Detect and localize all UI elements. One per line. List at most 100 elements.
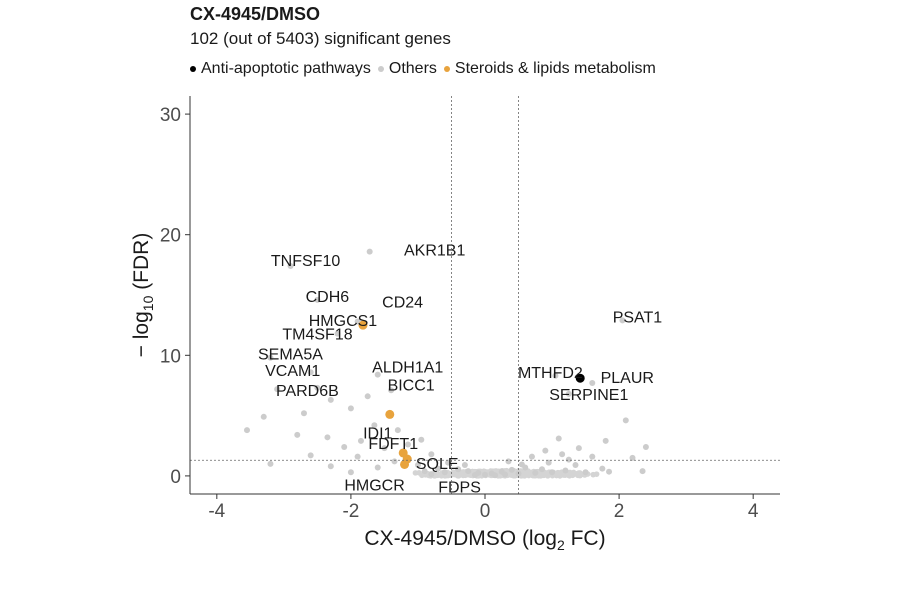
gene-label-mthfd2: MTHFD2: [518, 365, 583, 382]
point-others: [549, 469, 556, 476]
background-point: [567, 469, 573, 476]
x-tick-label: 2: [614, 501, 625, 522]
gene-label-fdft1: FDFT1: [368, 436, 418, 453]
gene-label-sema5a: SEMA5A: [258, 347, 323, 364]
point-others: [482, 471, 488, 478]
background-point: [523, 472, 530, 478]
point-others: [327, 396, 334, 403]
point-others: [300, 410, 307, 417]
point-others: [287, 263, 294, 270]
point-others: [639, 468, 646, 475]
point-others: [441, 469, 448, 476]
point-others: [374, 464, 381, 471]
point-others: [471, 471, 478, 478]
y-tick-label: 20: [160, 226, 181, 247]
background-point: [544, 470, 551, 477]
gene-label-cd24: CD24: [382, 295, 423, 312]
point-others: [260, 413, 267, 420]
point-others: [622, 417, 629, 424]
point-others: [404, 441, 411, 448]
point-others: [538, 466, 545, 473]
point-others: [314, 296, 321, 303]
gene-label-idi1: IDI1: [363, 425, 392, 442]
background-point: [575, 470, 582, 476]
point-others: [435, 465, 442, 472]
point-others: [307, 369, 314, 376]
x-axis-title: CX-4945/DMSO (log2 FC): [364, 527, 605, 553]
point-others: [327, 463, 334, 470]
point-others: [465, 468, 472, 475]
gene-label-hmgcs1: HMGCS1: [309, 313, 378, 330]
gene-label-sqle: SQLE: [416, 456, 459, 473]
point-others: [555, 435, 562, 442]
gene-label-fdps: FDPS: [438, 479, 481, 496]
point-others: [505, 458, 512, 465]
gene-label-tm4sf18: TM4SF18: [282, 327, 352, 344]
x-tick-label: -2: [342, 501, 359, 522]
point-others: [267, 460, 274, 467]
point-others: [324, 434, 331, 441]
point-others: [599, 465, 606, 472]
legend-swatch-others: [377, 66, 384, 72]
data-points: [243, 248, 649, 479]
point-others: [562, 467, 569, 474]
point-others: [502, 471, 509, 478]
gene-label-plaur: PLAUR: [601, 370, 654, 387]
background-point: [555, 471, 562, 477]
legend-label-anti-apoptotic: Anti-apoptotic pathways: [201, 60, 371, 77]
legend-item-others: Others: [377, 60, 437, 78]
point-others: [492, 472, 499, 479]
point-others: [575, 445, 582, 452]
point-others: [455, 466, 462, 473]
background-point: [412, 470, 419, 476]
point-others: [461, 462, 468, 469]
point-others: [364, 393, 371, 400]
gene-label-hmgcr: HMGCR: [344, 477, 404, 494]
point-others: [572, 462, 579, 469]
point-others: [388, 387, 395, 394]
point-steroids-lipids-metabolism: [358, 320, 368, 330]
x-tick-label: -4: [208, 501, 225, 522]
gene-label-serpine1: SERPINE1: [549, 387, 628, 404]
point-others: [307, 452, 314, 459]
background-point: [537, 472, 543, 479]
gene-label-vcam1: VCAM1: [265, 363, 320, 380]
point-others: [518, 461, 525, 468]
x-tick-label: 0: [480, 501, 491, 522]
point-steroids-lipids-metabolism: [400, 459, 410, 469]
point-others: [421, 468, 428, 475]
point-others: [274, 386, 281, 393]
point-others: [314, 384, 321, 391]
chart-subtitle: 102 (out of 5403) significant genes: [190, 29, 451, 48]
point-others: [542, 447, 549, 454]
point-others: [552, 372, 559, 379]
point-others: [243, 427, 250, 434]
legend-label-steroids: Steroids & lipids metabolism: [454, 60, 656, 77]
point-others: [532, 469, 539, 476]
point-steroids-lipids-metabolism: [385, 409, 395, 419]
point-others: [508, 466, 515, 473]
point-others: [589, 380, 596, 387]
point-others: [602, 437, 609, 444]
point-others: [391, 458, 398, 465]
point-others: [565, 456, 572, 463]
point-others: [341, 443, 348, 450]
y-tick-label: 30: [160, 105, 181, 126]
point-others: [589, 453, 596, 460]
x-tick-label: 4: [748, 501, 759, 522]
point-others: [565, 390, 572, 397]
point-others: [528, 453, 535, 460]
point-others: [428, 471, 435, 478]
point-others: [642, 443, 649, 450]
point-others: [428, 451, 435, 458]
y-tick-label: 0: [170, 467, 181, 488]
point-others: [545, 459, 552, 466]
point-others: [294, 431, 301, 438]
gene-label-psat1: PSAT1: [613, 309, 663, 326]
point-others: [629, 454, 636, 461]
point-others: [445, 459, 452, 466]
legend-swatch-steroids: [443, 66, 450, 72]
point-others: [357, 437, 364, 444]
